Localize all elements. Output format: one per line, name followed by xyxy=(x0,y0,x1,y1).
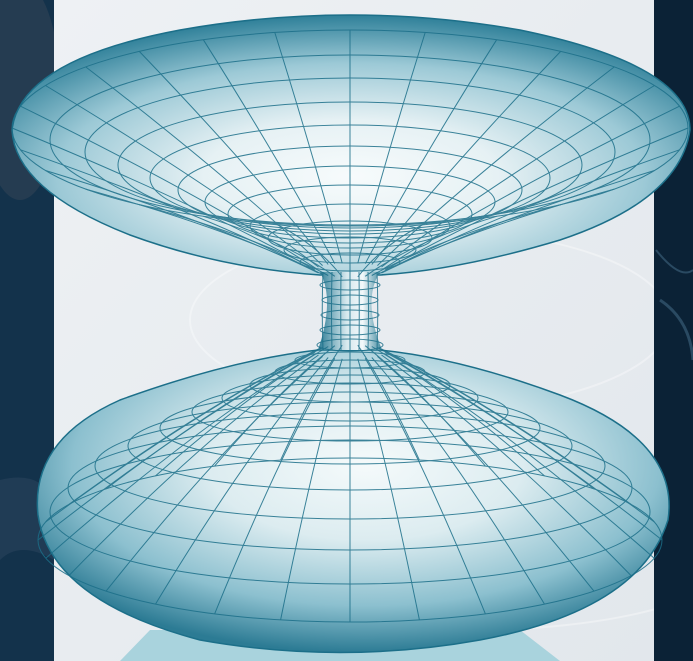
lower-meridian xyxy=(364,358,486,615)
lower-meridian xyxy=(105,347,323,490)
lower-meridian xyxy=(357,344,420,461)
surface-grid xyxy=(11,29,689,623)
throat-meridian xyxy=(331,271,333,351)
lower-meridian xyxy=(280,358,343,620)
lower-meridian xyxy=(383,349,655,523)
lower-meridian xyxy=(155,346,329,477)
lower-meridian xyxy=(68,348,319,505)
upper-meridian xyxy=(371,51,562,265)
throat-meridian xyxy=(376,271,379,351)
lower-meridian xyxy=(155,357,329,605)
lower-meridian xyxy=(371,346,545,477)
upper-meridian xyxy=(377,66,615,266)
upper-meridian xyxy=(138,51,329,265)
upper-meridian xyxy=(381,85,655,268)
upper-meridian xyxy=(202,39,336,264)
upper-meridian xyxy=(11,127,316,271)
upper-meridian xyxy=(274,223,343,278)
upper-meridian xyxy=(20,149,317,273)
upper-meridian xyxy=(45,170,319,274)
lower-meridian xyxy=(68,354,319,576)
upper-meridian xyxy=(371,204,561,276)
upper-meridian xyxy=(85,66,323,266)
lower-meridian xyxy=(280,344,343,461)
lower-meridian xyxy=(214,358,336,615)
lower-meridian xyxy=(105,356,323,592)
lower-meridian xyxy=(45,353,317,559)
upper-meridian xyxy=(383,149,680,273)
upper-meridian xyxy=(364,39,498,264)
upper-meridian xyxy=(384,127,689,271)
lower-meridian xyxy=(377,356,595,592)
lower-meridian xyxy=(381,354,632,576)
upper-meridian xyxy=(20,105,317,269)
lower-meridian xyxy=(371,357,545,605)
lower-meridian xyxy=(377,347,595,490)
lower-meridian xyxy=(383,353,655,559)
throat-meridian xyxy=(321,271,324,351)
upper-meridian xyxy=(357,223,426,278)
upper-meridian xyxy=(383,105,680,269)
lower-meridian xyxy=(364,345,486,467)
upper-meridian xyxy=(377,188,615,275)
upper-meridian xyxy=(357,32,426,264)
upper-meridian xyxy=(274,32,343,264)
lower-funnel xyxy=(36,349,670,654)
upper-meridian xyxy=(45,85,319,268)
lower-meridian xyxy=(214,345,336,467)
throat-meridian xyxy=(367,271,369,351)
lower-meridian xyxy=(357,358,420,620)
